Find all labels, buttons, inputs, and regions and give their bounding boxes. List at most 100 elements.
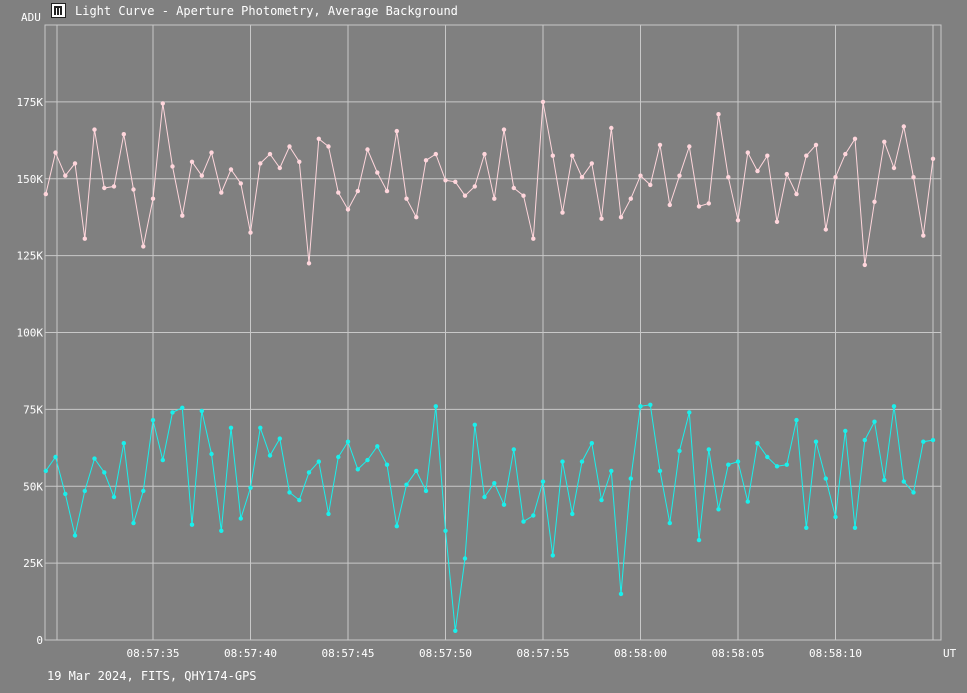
series-1-point xyxy=(813,439,819,444)
series-1-point xyxy=(111,494,117,500)
series-1-point xyxy=(365,457,370,463)
series-1-point xyxy=(189,522,195,527)
series-1-point xyxy=(82,488,88,494)
series-0-point xyxy=(336,190,341,195)
series-0-point xyxy=(414,215,419,220)
x-tick-label: 08:57:35 xyxy=(127,647,180,660)
series-1-point xyxy=(433,404,438,409)
series-1-point xyxy=(804,525,809,530)
series-1-point xyxy=(891,404,897,409)
series-1-point xyxy=(501,502,507,507)
footer-info: 19 Mar 2024, FITS, QHY174-GPS xyxy=(47,669,257,683)
series-0-point xyxy=(199,173,204,178)
series-0-point xyxy=(180,213,185,218)
series-0-point xyxy=(628,196,633,201)
series-1-point xyxy=(648,402,653,407)
series-1-point xyxy=(258,425,263,430)
series-1-point xyxy=(589,441,594,446)
series-1-point xyxy=(277,436,282,441)
series-0-point xyxy=(297,159,302,164)
x-axis-label: UT xyxy=(943,647,957,660)
series-0-point xyxy=(501,127,507,132)
series-1-point xyxy=(287,490,292,495)
series-0-point xyxy=(219,190,224,195)
series-0-point xyxy=(804,153,809,158)
series-1-point xyxy=(930,437,936,443)
series-0-point xyxy=(648,182,653,188)
series-0-point xyxy=(63,173,68,178)
series-0-point xyxy=(843,151,848,157)
series-0-point xyxy=(882,139,887,144)
series-0-point xyxy=(755,168,760,174)
series-1-point xyxy=(521,519,526,524)
series-0-point xyxy=(570,153,575,158)
series-0-point xyxy=(609,125,614,131)
series-0-point xyxy=(150,196,156,201)
series-0-point xyxy=(677,173,682,178)
series-0-point xyxy=(326,144,331,149)
series-0-point xyxy=(248,230,253,235)
series-1-point xyxy=(423,488,429,494)
series-0-point xyxy=(121,132,127,137)
series-0-point xyxy=(618,215,624,220)
series-0-point xyxy=(355,188,360,194)
series-0-point xyxy=(365,147,370,152)
window-title: Light Curve - Aperture Photometry, Avera… xyxy=(75,4,458,18)
series-1-point xyxy=(297,497,302,503)
series-0-point xyxy=(862,262,867,268)
x-tick-label: 08:57:50 xyxy=(419,647,472,660)
series-layer xyxy=(43,99,936,633)
series-1-point xyxy=(579,459,585,464)
series-0-point xyxy=(404,196,409,201)
series-0-point xyxy=(891,165,897,171)
series-0-point xyxy=(745,150,750,155)
series-0-point xyxy=(287,144,292,149)
series-1-point xyxy=(63,491,68,497)
series-1-point xyxy=(267,453,273,458)
series-1-point xyxy=(735,459,741,464)
series-0-point xyxy=(238,181,243,186)
series-1-point xyxy=(609,468,614,474)
y-tick-label: 25K xyxy=(23,557,43,570)
series-1-point xyxy=(833,514,838,520)
series-0-point xyxy=(784,171,789,177)
series-0-point xyxy=(823,227,828,232)
series-1-point xyxy=(336,454,341,460)
series-0-point xyxy=(102,185,107,191)
series-0-point xyxy=(540,99,546,105)
series-0-point xyxy=(511,185,516,191)
series-1-point xyxy=(862,437,867,443)
series-1-point xyxy=(72,533,78,538)
series-0-point xyxy=(930,156,936,161)
series-1-point xyxy=(657,468,663,474)
series-1-point xyxy=(199,408,204,414)
series-1-point xyxy=(618,591,624,597)
series-1-point xyxy=(219,528,224,533)
series-0-point xyxy=(258,161,263,166)
x-tick-label: 08:58:10 xyxy=(809,647,862,660)
series-0-point xyxy=(443,178,448,183)
series-0-point xyxy=(638,173,643,178)
series-0-point xyxy=(579,175,585,180)
series-1-point xyxy=(209,451,214,457)
series-1-point xyxy=(765,454,770,460)
series-0-point xyxy=(735,218,741,223)
x-axis-ticks: 08:57:35 08:57:40 08:57:45 08:57:50 08:57:55… xyxy=(127,647,862,660)
series-0-point xyxy=(911,175,916,180)
series-1-point xyxy=(726,462,731,467)
series-1-point xyxy=(131,520,136,526)
series-0-point xyxy=(852,136,858,141)
app-icon[interactable] xyxy=(51,3,66,18)
series-1-point xyxy=(121,441,127,446)
series-0-point xyxy=(316,136,321,141)
series-1-point xyxy=(102,470,107,475)
series-1-point xyxy=(570,511,575,517)
series-1-point xyxy=(716,507,721,512)
series-1-point xyxy=(882,477,887,483)
series-0-point xyxy=(345,207,351,212)
series-1-point xyxy=(150,417,156,423)
series-0-point xyxy=(696,204,702,209)
series-1-point xyxy=(326,511,331,517)
series-1-point xyxy=(316,459,321,464)
y-tick-label: 75K xyxy=(23,403,43,416)
